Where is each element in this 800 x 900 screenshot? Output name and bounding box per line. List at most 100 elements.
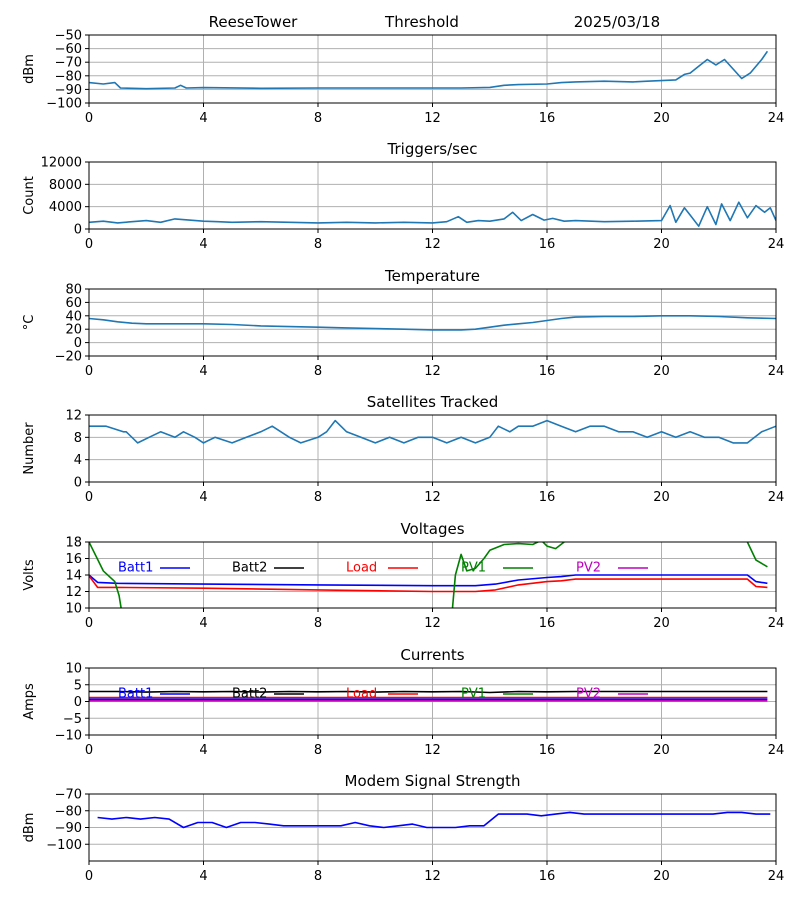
y-tick-label: 4	[74, 453, 82, 468]
legend-label-load: Load	[346, 687, 377, 702]
y-tick-label: 18	[65, 536, 82, 551]
y-tick-label: 12000	[41, 156, 82, 171]
x-tick-label: 16	[539, 616, 556, 631]
y-tick-label: 12	[65, 585, 82, 600]
y-tick-label: −10	[55, 729, 82, 744]
y-axis-label: °C	[22, 315, 37, 331]
y-tick-label: −90	[55, 821, 82, 836]
x-tick-label: 24	[768, 111, 785, 126]
x-tick-label: 20	[653, 111, 670, 126]
x-tick-label: 8	[314, 743, 322, 758]
x-tick-label: 20	[653, 490, 670, 505]
y-tick-label: −80	[55, 804, 82, 819]
gridlines	[88, 161, 777, 230]
x-tick-label: 24	[768, 616, 785, 631]
x-tick-label: 0	[85, 111, 93, 126]
series-group	[89, 201, 776, 227]
y-tick-label: −5	[63, 712, 82, 727]
y-tick-label: 0	[74, 336, 82, 351]
series-line-batt1	[89, 574, 768, 587]
figure-header: ReeseTower Threshold 2025/03/18	[209, 13, 661, 31]
x-tick-label: 20	[653, 743, 670, 758]
y-tick-label: 5	[74, 678, 82, 693]
y-tick-label: 0	[74, 695, 82, 710]
series-line	[97, 811, 771, 829]
x-tick-label: 4	[199, 743, 207, 758]
y-tick-label: 40	[65, 309, 82, 324]
x-tick-label: 0	[85, 616, 93, 631]
x-tick-label: 8	[314, 111, 322, 126]
y-tick-label: −100	[46, 838, 82, 853]
x-tick-label: 16	[539, 743, 556, 758]
x-tick-label: 16	[539, 869, 556, 884]
x-tick-label: 12	[424, 237, 441, 252]
y-tick-label: 14	[65, 569, 82, 584]
x-tick-label: 0	[85, 490, 93, 505]
chart-satellites: 0 4 8 12 16 20 24 0 4 8 12 Number Satellites Tracked	[22, 393, 784, 505]
y-tick-label: −80	[55, 69, 82, 84]
x-tick-label: 12	[424, 490, 441, 505]
chart-title: Currents	[400, 646, 464, 664]
y-axis-label: Volts	[22, 559, 37, 591]
y-tick-label: 0	[74, 223, 82, 238]
x-tick-label: 20	[653, 237, 670, 252]
series-line	[89, 201, 776, 227]
y-tick-label: 0	[74, 476, 82, 491]
chart-title: Satellites Tracked	[367, 393, 498, 411]
x-tick-label: 12	[424, 869, 441, 884]
x-tick-label: 24	[768, 869, 785, 884]
x-tick-label: 0	[85, 743, 93, 758]
x-tick-label: 4	[199, 364, 207, 379]
y-tick-label: 10	[65, 602, 82, 617]
legend: Batt1 Batt2 Load PV1 PV2	[118, 687, 648, 702]
series-group	[97, 811, 771, 829]
y-tick-label: −20	[55, 350, 82, 365]
y-tick-label: −50	[55, 29, 82, 44]
series-line-pv1	[89, 542, 122, 608]
chart-title: Voltages	[400, 520, 464, 538]
x-tick-label: 24	[768, 364, 785, 379]
header-site: ReeseTower	[209, 13, 299, 31]
legend-label-pv1: PV1	[461, 561, 486, 576]
chart-modem: 0 4 8 12 16 20 24 −100 −90 −80−70 dBm Modem Signal …	[22, 772, 784, 884]
y-tick-label: 60	[65, 296, 82, 311]
series-group	[89, 690, 768, 702]
legend-label-pv2: PV2	[576, 687, 601, 702]
chart-title: Triggers/sec	[387, 140, 478, 158]
x-tick-label: 8	[314, 237, 322, 252]
x-tick-label: 12	[424, 111, 441, 126]
x-tick-label: 0	[85, 869, 93, 884]
x-tick-label: 4	[199, 237, 207, 252]
x-tick-label: 24	[768, 490, 785, 505]
legend-label-batt1: Batt1	[118, 561, 153, 576]
x-tick-label: 20	[653, 364, 670, 379]
y-tick-label: −100	[46, 97, 82, 112]
series-group	[89, 314, 776, 331]
series-group	[89, 542, 768, 608]
legend-label-pv1: PV1	[461, 687, 486, 702]
x-tick-label: 12	[424, 364, 441, 379]
series-line-pv1	[746, 542, 768, 568]
y-tick-label: 12	[65, 409, 82, 424]
y-axis-label: dBm	[22, 813, 37, 843]
y-axis-label: Number	[22, 422, 37, 475]
y-tick-label: −90	[55, 83, 82, 98]
legend: Batt1 Batt2 Load PV1 PV2	[118, 561, 648, 576]
x-tick-label: 20	[653, 616, 670, 631]
chart-title: Modem Signal Strength	[345, 772, 521, 790]
x-tick-label: 20	[653, 869, 670, 884]
chart-title: Temperature	[384, 267, 480, 285]
legend-label-load: Load	[346, 561, 377, 576]
x-tick-label: 16	[539, 364, 556, 379]
y-tick-label: 10	[65, 662, 82, 677]
y-tick-label: 16	[65, 552, 82, 567]
x-tick-label: 8	[314, 869, 322, 884]
y-tick-label: −60	[55, 42, 82, 57]
legend-label-batt2: Batt2	[232, 561, 267, 576]
series-line	[89, 314, 776, 331]
series-group	[89, 50, 769, 90]
y-tick-label: −70	[55, 56, 82, 71]
x-tick-label: 4	[199, 616, 207, 631]
